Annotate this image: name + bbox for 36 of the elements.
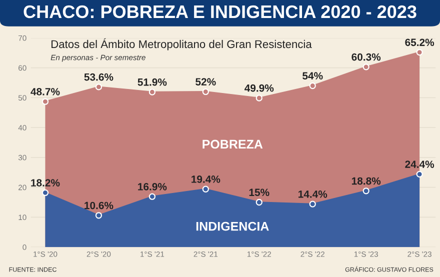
data-label: 48.7%	[30, 88, 60, 96]
data-label: 49.9%	[244, 84, 274, 92]
point	[416, 48, 423, 56]
data-label: 18.8%	[352, 177, 381, 185]
data-label: 10.6%	[84, 202, 114, 210]
data-label: 53.6%	[84, 73, 114, 81]
point	[95, 212, 102, 219]
point	[148, 193, 156, 200]
point	[202, 88, 209, 96]
data-label: 54%	[302, 72, 323, 80]
data-label: 60.3%	[352, 53, 381, 61]
point	[95, 84, 102, 90]
point	[309, 200, 316, 208]
point	[309, 82, 316, 90]
chart-subtitle: Datos del Ámbito Metropolitano del Gran Resistencia	[52, 38, 312, 50]
point	[148, 88, 156, 96]
point	[42, 98, 49, 105]
chart-title: CHACO: POBREZA E INDIGENCIA 2020 - 2023	[24, 5, 416, 18]
series-label: POBREZA	[202, 140, 263, 149]
point	[256, 94, 262, 102]
data-label: 51.9%	[138, 78, 167, 86]
data-label: 16.9%	[138, 182, 167, 190]
point	[362, 188, 370, 194]
point	[256, 198, 262, 206]
point	[362, 64, 370, 70]
data-label: 14.4%	[298, 190, 328, 198]
data-label: 65.2%	[405, 38, 434, 46]
point	[42, 189, 49, 196]
data-label: 24.4%	[405, 160, 434, 168]
data-label: 15%	[249, 188, 270, 196]
series-label: INDIGENCIA	[196, 222, 269, 231]
data-label: 19.4%	[192, 176, 220, 183]
data-label: 18.2%	[31, 179, 60, 186]
point	[202, 186, 209, 192]
data-label: 52%	[196, 78, 216, 86]
point	[416, 170, 423, 178]
